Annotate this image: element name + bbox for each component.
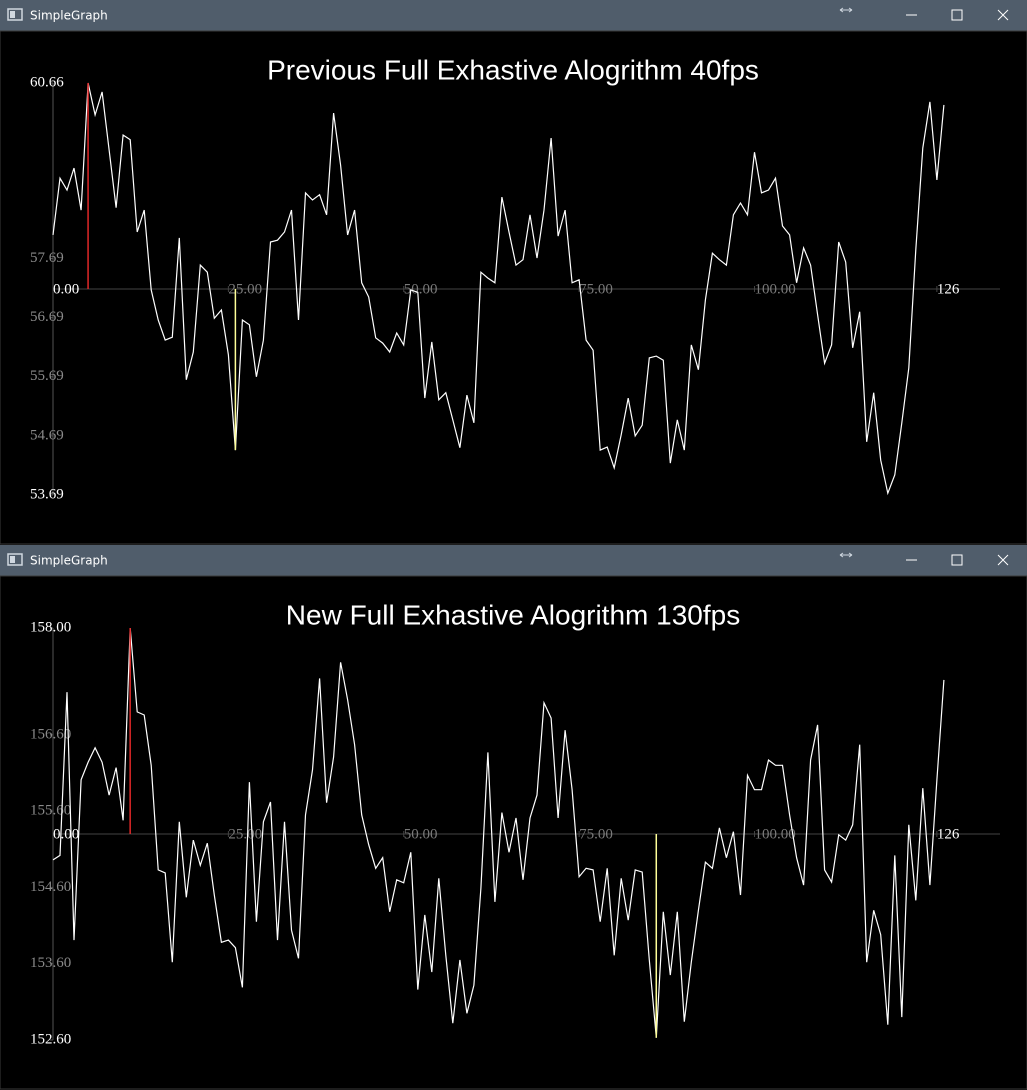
close-button[interactable]	[997, 554, 1009, 566]
x-tick-label: 100.00	[754, 281, 795, 297]
x-tick-label: 126	[937, 281, 960, 297]
y-tick-label: 56.69	[30, 309, 64, 325]
y-tick-label: 57.69	[30, 250, 64, 266]
title-bar	[0, 545, 1027, 576]
chart-title: New Full Exhastive Alogrithm 130fps	[286, 599, 740, 630]
y-tick-label: 152.60	[30, 1031, 71, 1047]
y-tick-label: 158.00	[30, 619, 71, 635]
window-title: SimpleGraph	[30, 9, 108, 23]
y-tick-label: 154.60	[30, 879, 71, 895]
x-tick-label: 0.00	[53, 826, 79, 842]
y-tick-label: 153.60	[30, 955, 71, 971]
resize-icon[interactable]	[839, 7, 853, 13]
data-line	[52, 627, 945, 1038]
window-content	[0, 30, 1027, 545]
x-tick-label: 75.00	[579, 826, 613, 842]
x-tick-label: 50.00	[404, 281, 438, 297]
data-line	[52, 82, 945, 496]
y-tick-label: 55.69	[30, 368, 64, 384]
close-button[interactable]	[997, 9, 1009, 21]
resize-icon[interactable]	[839, 552, 853, 558]
app-icon	[7, 553, 23, 566]
y-tick-label: 156.60	[30, 726, 71, 742]
title-bar	[0, 0, 1027, 31]
window-title: SimpleGraph	[30, 554, 108, 568]
app-icon	[7, 8, 23, 21]
y-tick-label: 155.60	[30, 803, 71, 819]
x-tick-label: 75.00	[579, 281, 613, 297]
maximize-button[interactable]	[951, 9, 963, 21]
x-tick-label: 126	[937, 826, 960, 842]
y-tick-label: 60.66	[30, 74, 64, 90]
y-tick-label: 54.69	[30, 427, 64, 443]
x-tick-label: 25.00	[228, 281, 262, 297]
maximize-button[interactable]	[951, 554, 963, 566]
x-tick-label: 25.00	[228, 826, 262, 842]
chart-title: Previous Full Exhastive Alogrithm 40fps	[267, 54, 759, 85]
app-icon-fill	[10, 556, 15, 563]
x-tick-label: 100.00	[754, 826, 795, 842]
y-tick-label: 53.69	[30, 486, 64, 502]
x-tick-label: 50.00	[404, 826, 438, 842]
app-icon-fill	[10, 11, 15, 18]
x-tick-label: 0.00	[53, 281, 79, 297]
